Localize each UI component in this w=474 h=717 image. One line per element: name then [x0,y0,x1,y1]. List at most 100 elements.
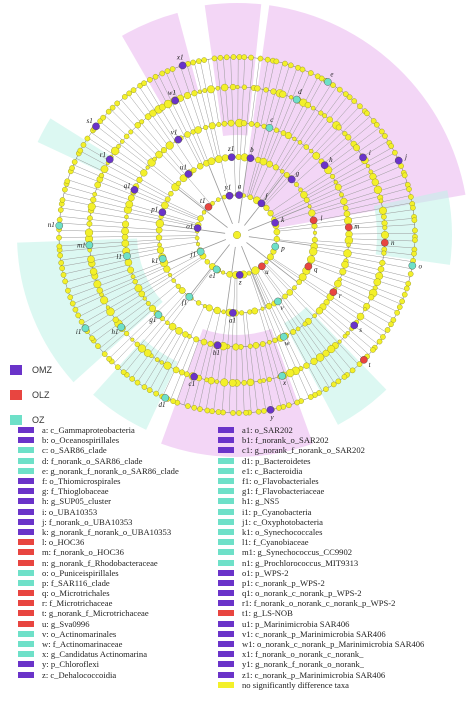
taxon-node [71,159,78,165]
taxon-node [78,319,85,325]
taxon-node [201,57,207,63]
taxa-swatch [18,620,34,627]
branch [311,258,407,291]
branch [175,186,228,228]
taxon-node [196,242,201,247]
taxon-node [171,278,176,283]
taxa-swatch [218,610,234,617]
taxa-label: m: f_norank_o_HOC36 [42,547,124,558]
taxon-node [175,180,182,187]
branch [257,83,332,202]
taxon-node [159,70,166,77]
branch [250,67,298,198]
taxon-node [251,266,260,275]
branch [83,145,170,196]
taxon-node [273,58,280,65]
taxon-node [197,406,203,412]
taxon-node [288,62,294,69]
taxon-node [205,304,213,312]
taxa-item: k: g_norank_f_norank_o_UBA10353 [18,527,218,537]
taxon-node [288,95,294,100]
taxon-node [163,99,173,109]
node-label: l [320,214,322,222]
taxon-node [282,60,288,67]
clade-highlight [204,2,262,136]
taxon-node [252,342,260,349]
branch [133,89,173,144]
taxon-node [196,58,202,64]
node-label: k [281,216,285,224]
taxon-node [270,88,277,95]
taxa-item: a: c_Gammaproteobacteria [18,425,218,435]
branch [186,64,216,161]
taxon-node [394,309,400,316]
branch [261,266,347,376]
taxa-swatch [18,610,34,617]
taxon-node [334,183,342,191]
taxon-node [163,361,172,370]
significant-node [324,78,332,86]
taxa-label: k: g_norank_f_norank_o_UBA10353 [42,526,172,537]
branch [259,344,274,410]
taxa-item: w1: o_norank_c_norank_p_Marinimicrobia S… [218,639,474,649]
taxon-node [211,55,218,62]
branch [67,269,131,290]
significant-node [329,288,338,296]
taxon-node [168,190,174,197]
taxa-swatch [18,498,34,505]
taxon-node [109,104,116,111]
taxa-label: b: o_Oceanospirillales [42,435,120,446]
taxa-swatch [218,559,234,566]
branch [276,239,414,256]
significant-node [158,255,167,263]
taxon-node [343,210,351,218]
taxon-node [157,242,162,248]
taxon-node [294,182,299,187]
taxon-node [235,84,240,90]
taxon-node [303,144,310,150]
taxa-label: p: f_SAR116_clade [42,577,110,588]
taxa-label: w1: o_norank_c_norank_p_Marinimicrobia S… [242,639,425,650]
branch [277,301,330,388]
taxon-node [226,271,233,278]
taxa-label: x1: f_norank_o_norank_c_norank_ [242,649,364,660]
taxon-node [164,68,171,74]
node-label: q1 [124,182,131,190]
branch [313,202,413,222]
taxa-swatch [18,488,34,495]
node-label: m1 [77,241,86,249]
taxon-node [282,293,288,300]
branch [89,257,205,336]
branch [110,109,158,157]
taxon-node [412,227,418,234]
taxon-node [260,306,265,311]
taxon-node [401,291,408,298]
taxon-node [221,120,228,127]
branch [225,246,236,313]
branch [165,71,207,164]
taxon-node [169,66,176,72]
taxon-node [138,290,146,298]
taxon-node [56,216,63,223]
branch [253,72,311,199]
legend-label-omz: OMZ [32,365,52,375]
branch [265,262,365,361]
taxon-node [247,343,253,349]
significant-node [408,261,417,270]
taxon-node [190,59,196,66]
significant-node [154,311,163,319]
taxa-item: q1: o_norank_c_norank_p_WPS-2 [218,588,474,598]
taxa-label: c: o_SAR86_clade [42,445,107,456]
branch [159,223,226,234]
taxon-node [273,228,281,236]
taxon-node [279,169,285,174]
taxa-swatch [18,559,34,566]
branch [138,86,195,171]
taxon-node [312,313,317,318]
taxon-node [123,133,130,140]
taxa-swatch [218,467,234,474]
taxon-node [303,362,310,369]
significant-node [344,223,353,232]
taxon-node [286,289,294,296]
taxon-node [310,105,316,111]
